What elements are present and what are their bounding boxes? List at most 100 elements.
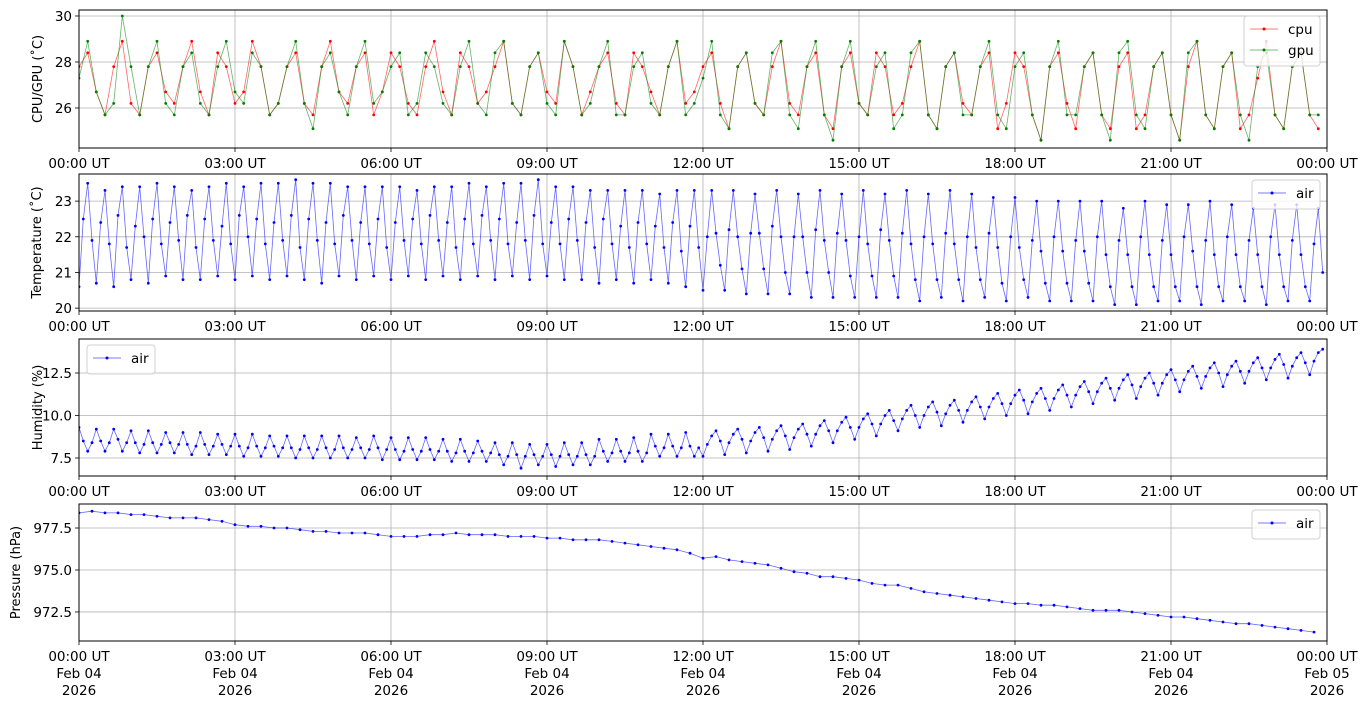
- data-point-air: [909, 403, 913, 407]
- data-point-gpu: [519, 113, 523, 117]
- data-point-cpu: [1065, 102, 1069, 105]
- data-point-air: [220, 519, 224, 523]
- data-point-air: [827, 271, 831, 274]
- data-point-air: [528, 443, 532, 446]
- subplot-2: 20 21 22 23 00:00 UT 03:00 UT 06:00 UT 09:00 UT…: [29, 173, 1358, 335]
- data-point-gpu: [250, 51, 254, 55]
- x-tick-label: 03:00 UT: [204, 156, 266, 172]
- data-point-air: [567, 453, 571, 456]
- data-point-air: [112, 285, 116, 289]
- data-point-air: [775, 189, 779, 192]
- data-point-air: [281, 239, 285, 242]
- data-point-air: [389, 436, 393, 439]
- data-point-air: [1208, 366, 1212, 370]
- x-tick-label: 00:00 UT: [1296, 484, 1358, 500]
- data-point-air: [1078, 385, 1082, 388]
- data-point-air: [185, 214, 189, 217]
- data-point-air: [476, 439, 480, 443]
- data-point-air: [328, 456, 332, 460]
- legend-marker-air: [1270, 191, 1274, 195]
- data-point-air: [562, 441, 566, 445]
- data-point-air: [1026, 602, 1030, 605]
- data-point-air: [1039, 249, 1043, 253]
- data-point-cpu: [892, 113, 896, 117]
- data-point-gpu: [103, 113, 107, 117]
- data-point-air: [246, 235, 250, 239]
- data-point-air: [402, 449, 406, 453]
- data-point-cpu: [389, 51, 393, 55]
- data-point-air: [1009, 402, 1013, 405]
- data-point-air: [1312, 630, 1316, 634]
- data-point-cpu: [164, 90, 168, 94]
- data-point-gpu: [354, 65, 358, 68]
- data-point-air: [809, 296, 813, 299]
- data-point-gpu: [744, 51, 748, 55]
- data-point-air: [497, 453, 501, 456]
- data-point-gpu: [276, 102, 280, 105]
- data-point-air: [948, 189, 952, 192]
- data-point-gpu: [692, 102, 696, 105]
- data-point-air: [857, 235, 861, 239]
- data-point-cpu: [346, 102, 350, 105]
- data-point-air: [562, 278, 566, 281]
- data-point-air: [307, 217, 311, 221]
- data-point-cpu: [718, 102, 722, 105]
- data-point-air: [90, 239, 94, 242]
- data-point-gpu: [242, 102, 246, 105]
- data-point-gpu: [1212, 127, 1216, 131]
- data-point-air: [1061, 383, 1065, 387]
- y-tick-label: 30: [55, 9, 72, 25]
- data-point-air: [528, 278, 532, 281]
- data-point-air: [94, 427, 98, 431]
- data-point-air: [1312, 242, 1316, 246]
- data-point-gpu: [1195, 39, 1199, 43]
- data-point-gpu: [389, 65, 393, 68]
- data-point-air: [1256, 253, 1260, 256]
- data-point-cpu: [1316, 127, 1320, 131]
- data-point-gpu: [120, 14, 124, 18]
- data-point-cpu: [216, 51, 220, 55]
- x-tick-year: 2026: [1154, 683, 1188, 699]
- data-point-air: [164, 431, 168, 434]
- data-point-air: [666, 281, 670, 285]
- data-point-gpu: [216, 65, 220, 68]
- data-point-air: [961, 595, 965, 599]
- data-point-air: [1269, 235, 1273, 239]
- data-point-air: [428, 448, 432, 451]
- x-tick-label: 12:00 UT: [672, 484, 734, 500]
- data-point-air: [853, 437, 857, 441]
- data-point-cpu: [1013, 51, 1017, 55]
- data-point-air: [588, 189, 592, 192]
- data-point-gpu: [1247, 138, 1251, 142]
- data-point-air: [1221, 385, 1225, 388]
- data-point-cpu: [198, 90, 202, 94]
- y-tick-label: 28: [55, 55, 72, 71]
- data-point-air: [120, 185, 124, 189]
- data-point-gpu: [866, 113, 870, 117]
- data-point-air: [519, 466, 523, 470]
- data-point-cpu: [190, 39, 194, 43]
- data-point-air: [619, 224, 623, 228]
- data-point-air: [372, 434, 376, 438]
- data-point-air: [276, 454, 280, 458]
- data-point-cpu: [883, 65, 887, 68]
- data-point-gpu: [1308, 113, 1312, 117]
- data-point-air: [385, 246, 389, 249]
- data-point-cpu: [1126, 51, 1130, 55]
- data-point-cpu: [710, 51, 714, 55]
- x-tick-year: 2026: [998, 683, 1032, 699]
- data-point-air: [753, 192, 757, 196]
- data-point-air: [207, 185, 211, 189]
- data-point-air: [896, 296, 900, 299]
- data-point-air: [870, 274, 874, 278]
- data-point-air: [1035, 199, 1039, 203]
- data-point-air: [1277, 253, 1281, 256]
- x-tick-label: 06:00 UT: [360, 649, 422, 665]
- data-point-air: [424, 278, 428, 281]
- data-point-air: [255, 444, 259, 448]
- data-point-air: [1087, 281, 1091, 285]
- data-point-air: [220, 443, 224, 446]
- data-point-air: [770, 437, 774, 441]
- data-point-air: [480, 214, 484, 217]
- data-point-air: [944, 412, 948, 416]
